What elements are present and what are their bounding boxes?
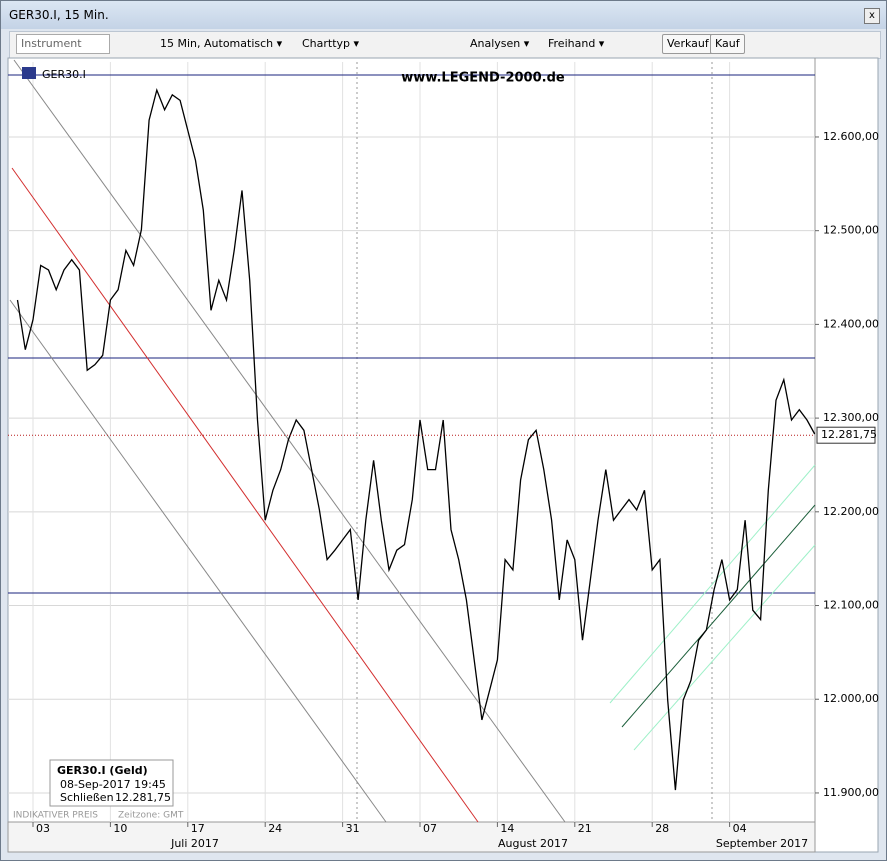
interval-select[interactable]: 15 Min, Automatisch ▾ bbox=[160, 37, 283, 50]
x-tick-label: 31 bbox=[346, 822, 360, 835]
annotation: www.LEGEND-2000.de bbox=[401, 71, 565, 86]
last-price-box bbox=[816, 426, 876, 444]
x-axis-band bbox=[7, 821, 816, 853]
y-tick-label: 12.300,00 bbox=[823, 411, 879, 424]
trend-channel bbox=[609, 464, 816, 704]
y-tick-label: 12.100,00 bbox=[823, 599, 879, 612]
price-line bbox=[16, 88, 816, 791]
verkauf-button[interactable]: Verkauf bbox=[662, 34, 714, 54]
interval: 15 Min, Automatisch bbox=[160, 37, 274, 50]
last-price-label: 12.281,75 bbox=[821, 428, 877, 441]
x-tick-label: 14 bbox=[500, 822, 514, 835]
x-tick-label: 04 bbox=[733, 822, 747, 835]
analysen: Analysen bbox=[470, 37, 521, 50]
title-bar: GER30.I, 15 Min. x bbox=[1, 1, 886, 29]
month-label: September 2017 bbox=[716, 837, 808, 850]
month-label: Juli 2017 bbox=[170, 837, 219, 850]
x-tick-label: 03 bbox=[36, 822, 50, 835]
trend-channel bbox=[633, 544, 816, 751]
instrument-icon bbox=[22, 67, 36, 79]
trend-line bbox=[621, 504, 816, 728]
y-tick-label: 11.900,00 bbox=[823, 786, 879, 799]
info-box bbox=[49, 759, 174, 807]
timezone: Zeitzone: GMT bbox=[118, 811, 184, 821]
y-tick-label: 12.200,00 bbox=[823, 505, 879, 518]
analysen-menu[interactable]: Analysen ▾ bbox=[470, 37, 530, 50]
info-title: GER30.I (Geld) bbox=[57, 764, 148, 777]
freihand-menu[interactable]: Freihand ▾ bbox=[548, 37, 605, 50]
x-tick-label: 28 bbox=[655, 822, 669, 835]
y-tick-label: 12.400,00 bbox=[823, 317, 879, 330]
info-close-label: Schließen bbox=[60, 791, 114, 804]
trend-line bbox=[9, 299, 387, 823]
y-tick-label: 12.600,00 bbox=[823, 130, 879, 143]
footer: INDIKATIVER PREIS bbox=[13, 811, 98, 821]
month-label: August 2017 bbox=[498, 837, 568, 850]
x-tick-label: 24 bbox=[268, 822, 282, 835]
y-tick-label: 12.000,00 bbox=[823, 692, 879, 705]
chart-area bbox=[7, 57, 879, 853]
trend-line bbox=[13, 59, 566, 823]
charttyp-menu[interactable]: Charttyp ▾ bbox=[302, 37, 360, 50]
instrument-input[interactable]: Instrument bbox=[16, 34, 110, 54]
grid bbox=[8, 62, 815, 822]
chart-title: GER30.I bbox=[42, 68, 86, 81]
x-tick-label: 21 bbox=[578, 822, 592, 835]
info-close-value: 12.281,75 bbox=[115, 791, 171, 804]
x-tick-label: 10 bbox=[113, 822, 127, 835]
x-tick-label: 17 bbox=[191, 822, 205, 835]
freihand: Freihand bbox=[548, 37, 596, 50]
x-tick-label: 07 bbox=[423, 822, 437, 835]
kauf-button[interactable]: Kauf bbox=[710, 34, 745, 54]
y-tick-label: 12.500,00 bbox=[823, 224, 879, 237]
close-button[interactable]: x bbox=[864, 8, 880, 24]
toolbar: Instrument 15 Min, Automatisch ▾ Chartty… bbox=[9, 31, 881, 59]
info-date: 08-Sep-2017 19:45 bbox=[60, 778, 166, 791]
trend-line bbox=[11, 167, 479, 823]
window-title: GER30.I, 15 Min. bbox=[9, 8, 109, 22]
charttyp: Charttyp bbox=[302, 37, 351, 50]
